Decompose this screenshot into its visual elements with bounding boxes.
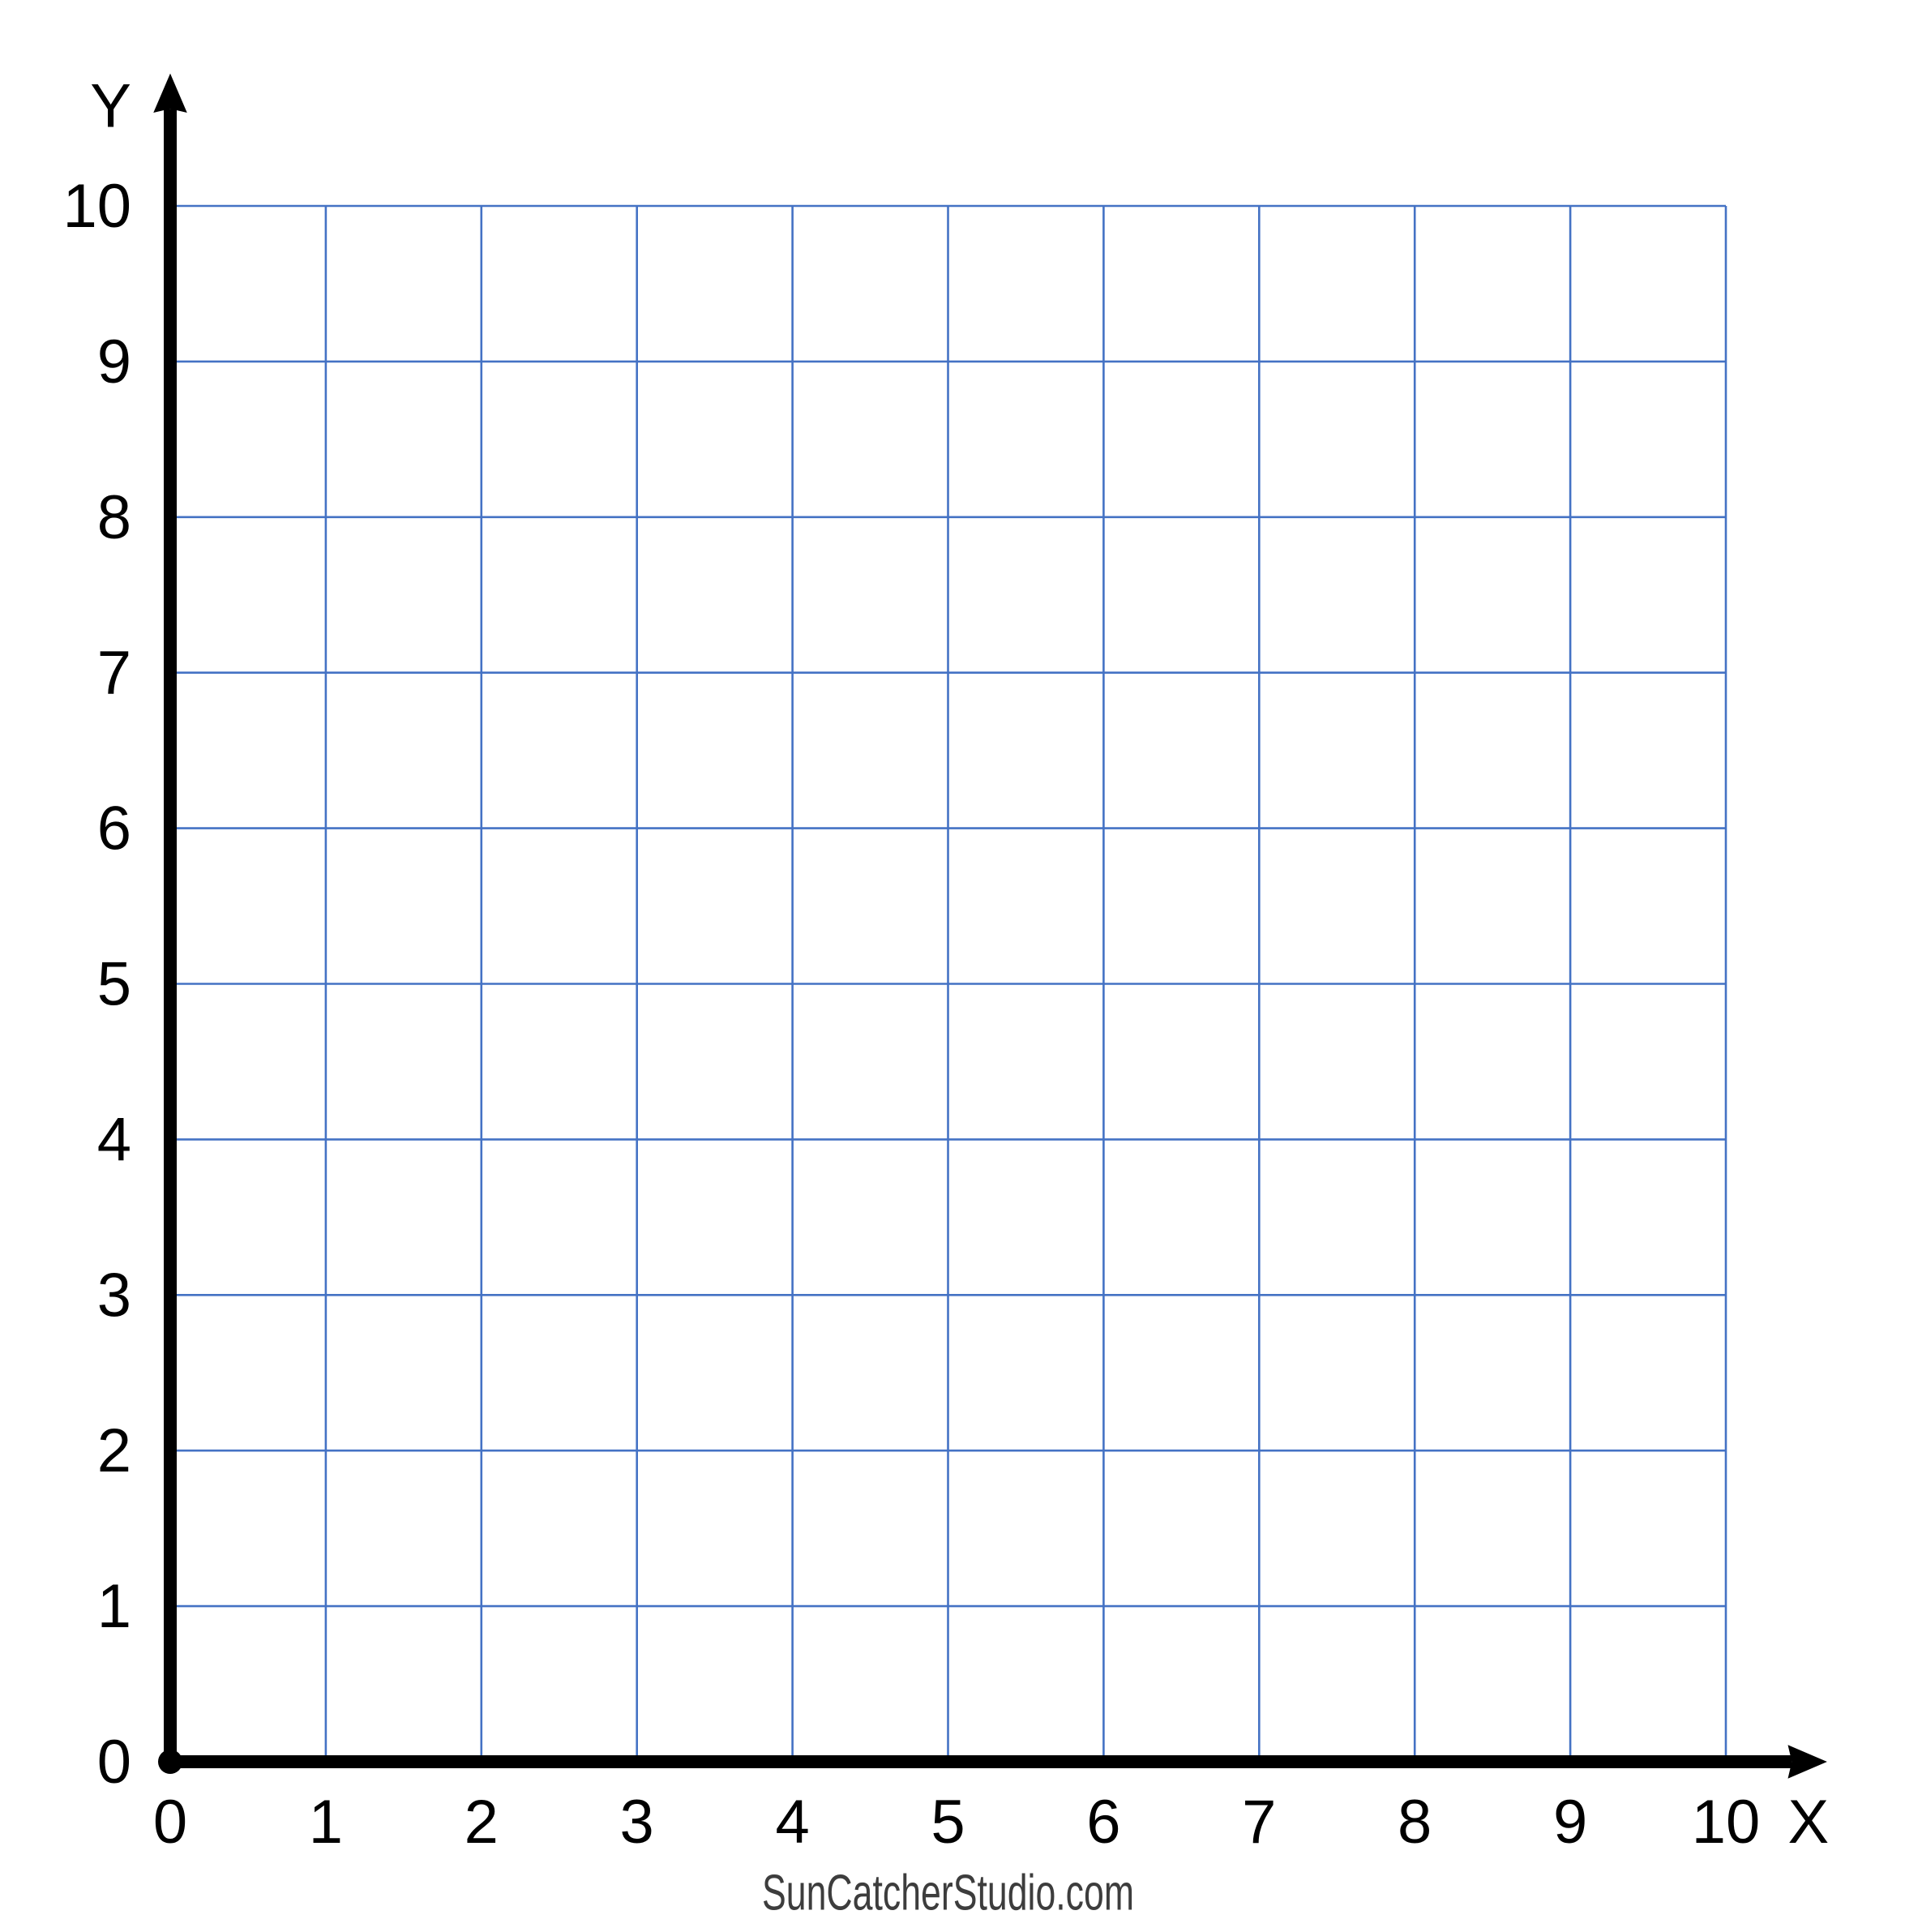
svg-text:0: 0 (153, 1788, 187, 1857)
svg-text:1: 1 (309, 1788, 343, 1857)
svg-text:8: 8 (97, 483, 131, 552)
svg-text:8: 8 (1398, 1788, 1432, 1857)
svg-text:0: 0 (97, 1728, 131, 1797)
svg-text:2: 2 (97, 1416, 131, 1485)
svg-text:9: 9 (97, 328, 131, 396)
svg-text:9: 9 (1553, 1788, 1587, 1857)
svg-text:10: 10 (62, 172, 131, 241)
svg-text:2: 2 (464, 1788, 499, 1857)
svg-text:3: 3 (620, 1788, 654, 1857)
svg-text:6: 6 (1086, 1788, 1120, 1857)
svg-text:X: X (1788, 1788, 1830, 1857)
svg-text:4: 4 (775, 1788, 809, 1857)
svg-text:10: 10 (1692, 1788, 1761, 1857)
svg-text:5: 5 (931, 1788, 965, 1857)
svg-text:7: 7 (97, 639, 131, 708)
svg-text:4: 4 (97, 1105, 131, 1174)
svg-text:7: 7 (1242, 1788, 1276, 1857)
svg-text:3: 3 (97, 1261, 131, 1330)
svg-text:6: 6 (97, 795, 131, 863)
svg-text:1: 1 (97, 1572, 131, 1641)
svg-text:SunCatcherStudio.com: SunCatcherStudio.com (762, 1865, 1134, 1921)
svg-text:Y: Y (90, 72, 131, 141)
svg-text:5: 5 (97, 950, 131, 1019)
